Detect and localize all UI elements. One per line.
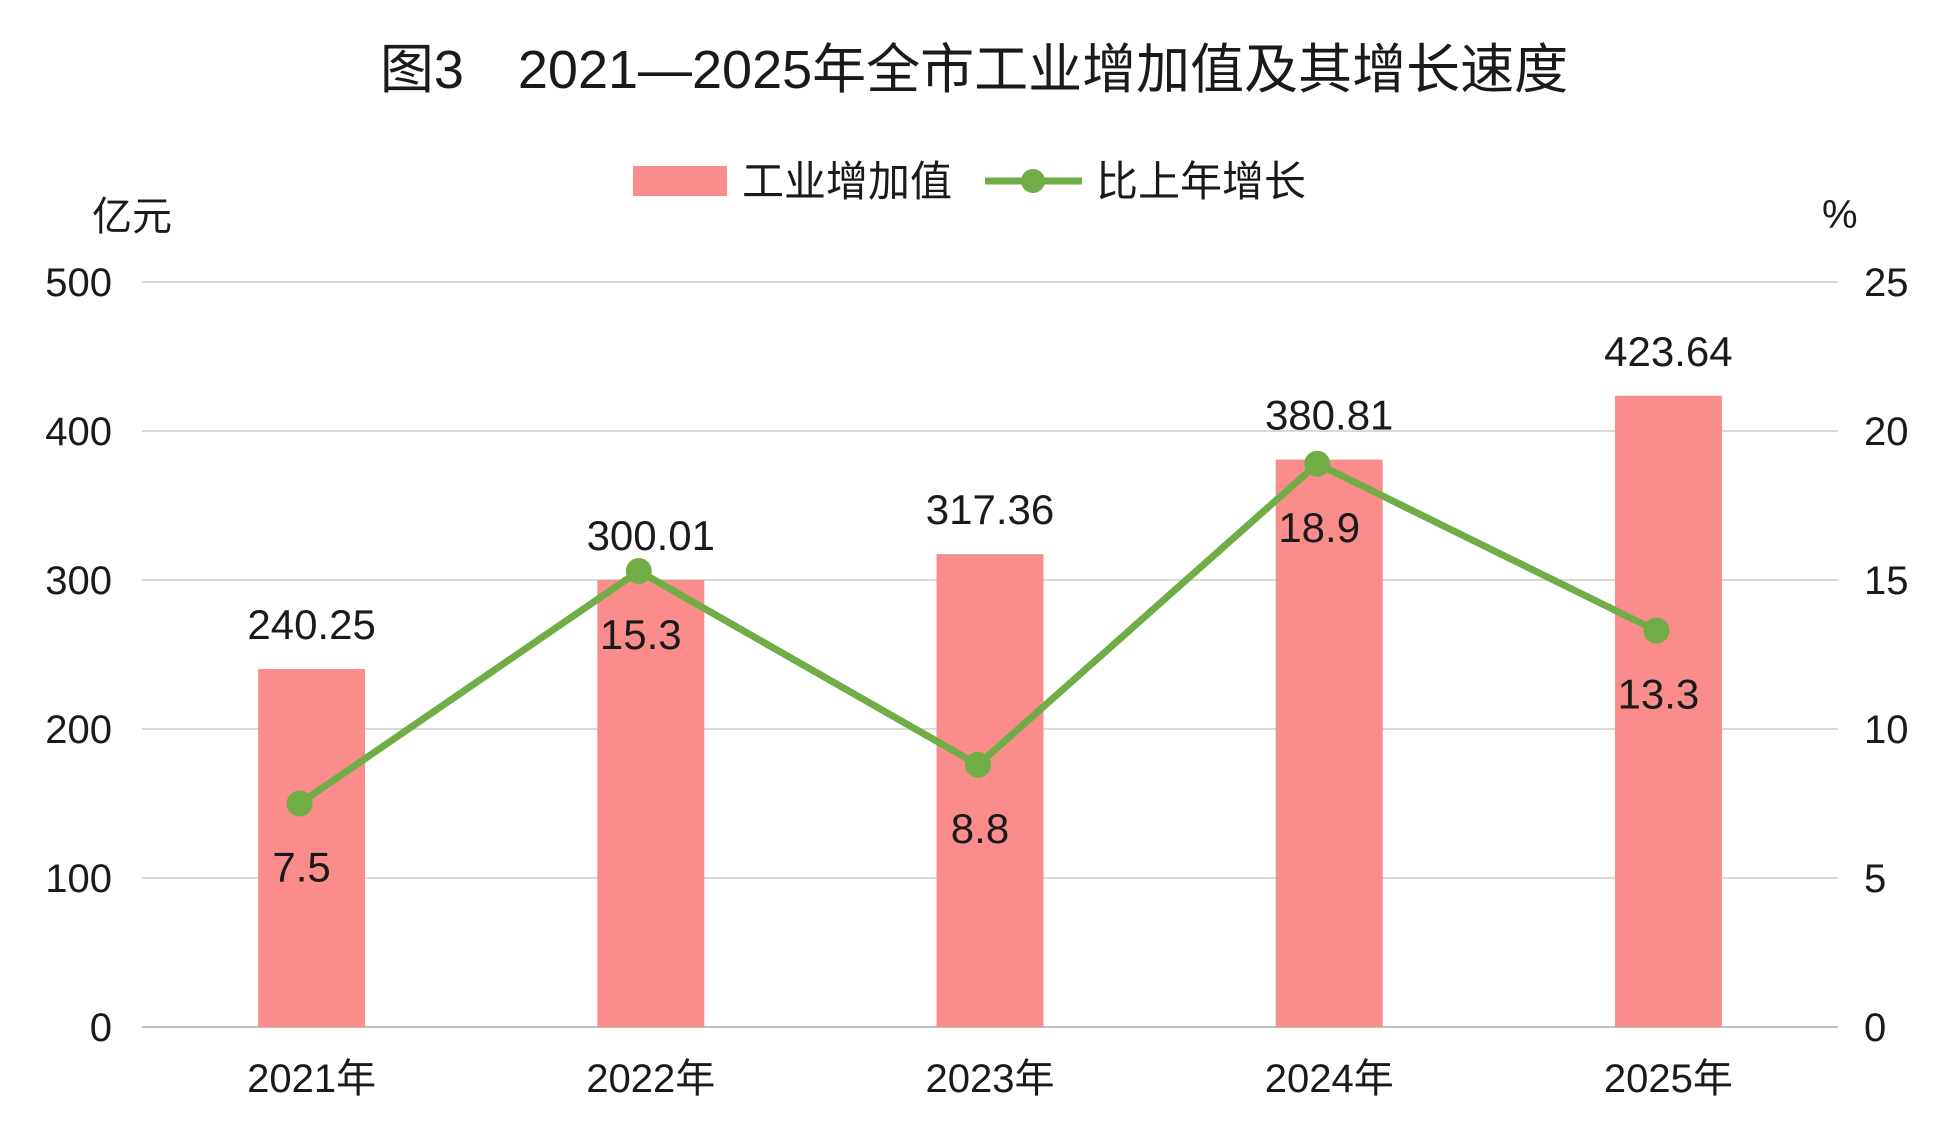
right-tick-label: 25 xyxy=(1864,261,1909,305)
bars xyxy=(258,395,1722,1028)
bar-labels: 240.25 300.01 317.36 380.81 423.64 xyxy=(247,328,1732,648)
left-tick-label: 0 xyxy=(90,1006,112,1050)
growth-point xyxy=(286,790,313,817)
chart-title: 图3 2021—2025年全市工业增加值及其增长速度 xyxy=(380,40,1568,100)
x-tick-label: 2022年 xyxy=(586,1057,715,1101)
bar xyxy=(936,554,1044,1027)
legend-line-label: 比上年增长 xyxy=(1096,158,1306,205)
series-line xyxy=(286,450,1670,817)
right-axis-unit: % xyxy=(1822,193,1858,237)
legend-line-marker xyxy=(1021,169,1045,193)
left-tick-label: 300 xyxy=(45,559,112,603)
x-axis-ticks: 2021年 2022年 2023年 2024年 2025年 xyxy=(247,1057,1733,1101)
legend: 工业增加值 比上年增长 xyxy=(633,158,1306,205)
line-data-label: 18.9 xyxy=(1278,504,1360,551)
growth-point xyxy=(625,558,652,585)
left-tick-label: 200 xyxy=(45,708,112,752)
bar-data-label: 380.81 xyxy=(1265,392,1393,439)
bar-data-label: 423.64 xyxy=(1604,328,1732,375)
x-tick-label: 2021年 xyxy=(247,1057,376,1101)
line-data-label: 15.3 xyxy=(600,611,682,658)
x-tick-label: 2023年 xyxy=(926,1057,1055,1101)
left-tick-label: 100 xyxy=(45,857,112,901)
right-tick-label: 15 xyxy=(1864,559,1909,603)
bar xyxy=(597,579,705,1027)
line-data-label: 8.8 xyxy=(951,805,1009,852)
bar xyxy=(1614,395,1722,1028)
left-axis-unit: 亿元 xyxy=(92,195,172,239)
x-tick-label: 2024年 xyxy=(1265,1057,1394,1101)
right-tick-label: 0 xyxy=(1864,1006,1886,1050)
bar xyxy=(258,669,366,1027)
right-tick-label: 20 xyxy=(1864,410,1909,454)
growth-point xyxy=(965,751,991,778)
bar xyxy=(1275,459,1383,1027)
left-tick-label: 400 xyxy=(45,410,112,454)
x-tick-label: 2025年 xyxy=(1604,1057,1733,1101)
right-tick-label: 10 xyxy=(1864,708,1909,752)
line-data-label: 7.5 xyxy=(272,844,330,891)
growth-point xyxy=(1304,450,1331,477)
right-axis-ticks: 0 5 10 15 20 25 xyxy=(1864,261,1909,1050)
line-labels: 7.5 15.3 8.8 18.9 13.3 xyxy=(272,504,1699,891)
right-tick-label: 5 xyxy=(1864,857,1886,901)
legend-bar-label: 工业增加值 xyxy=(742,158,952,205)
legend-bar-swatch xyxy=(633,166,727,196)
line-data-label: 13.3 xyxy=(1618,671,1700,718)
left-tick-label: 500 xyxy=(45,261,112,305)
bar-data-label: 317.36 xyxy=(926,486,1054,533)
left-axis-ticks: 0 100 200 300 400 500 xyxy=(45,261,112,1050)
bar-data-label: 300.01 xyxy=(587,512,715,559)
growth-point xyxy=(1643,617,1670,644)
bar-data-label: 240.25 xyxy=(247,601,375,648)
